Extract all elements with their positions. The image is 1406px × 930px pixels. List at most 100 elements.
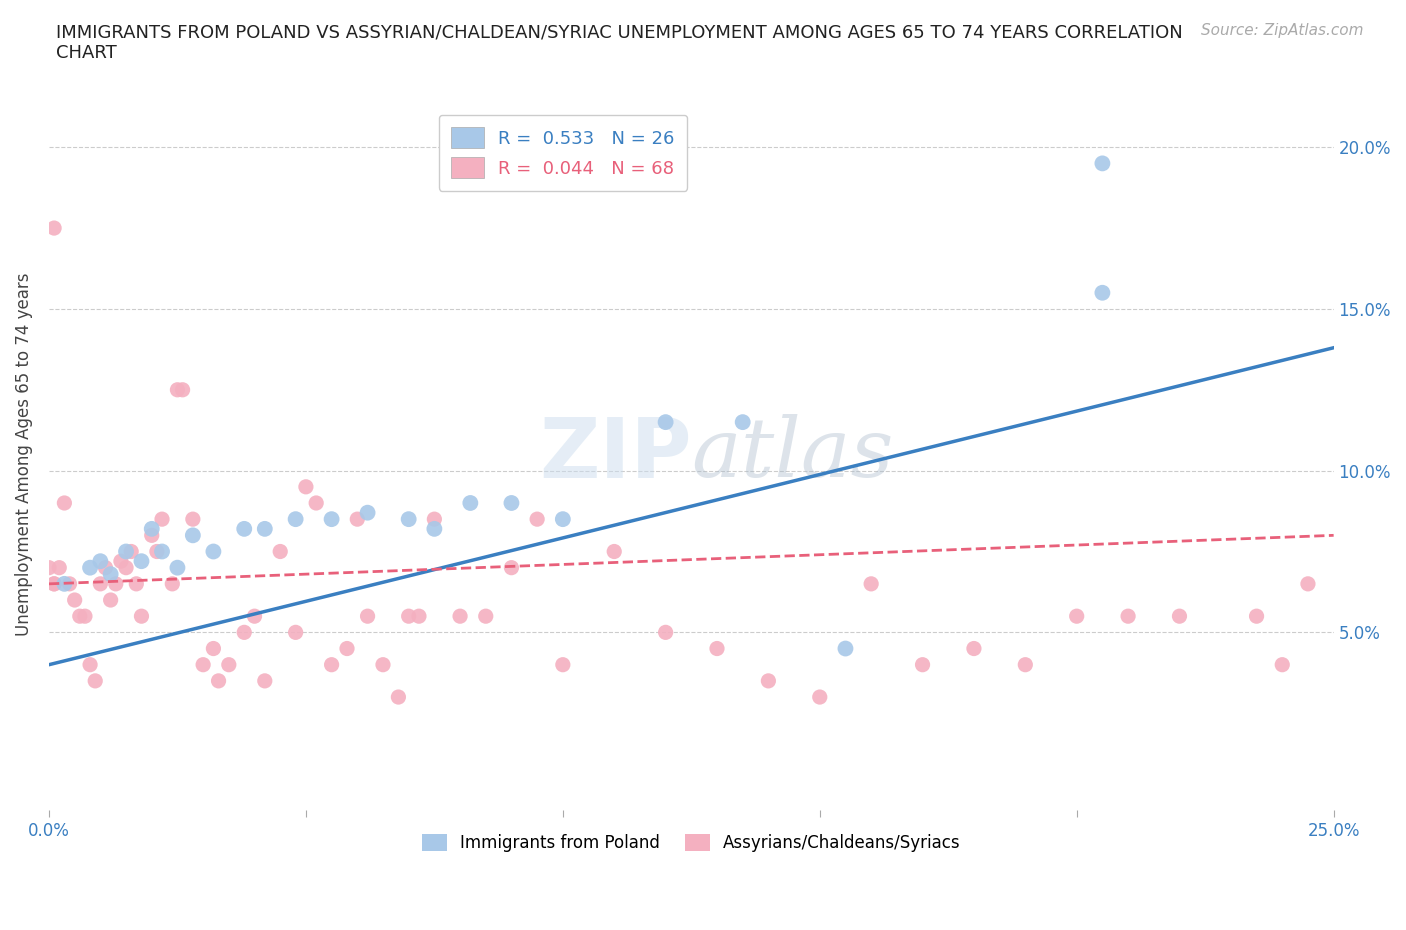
Point	[166, 560, 188, 575]
Point	[423, 512, 446, 526]
Point	[120, 544, 142, 559]
Point	[408, 609, 430, 624]
Point	[243, 609, 266, 624]
Point	[398, 609, 420, 624]
Point	[110, 553, 132, 568]
Point	[141, 522, 163, 537]
Point	[387, 690, 409, 705]
Text: Source: ZipAtlas.com: Source: ZipAtlas.com	[1201, 23, 1364, 38]
Point	[218, 658, 240, 672]
Point	[654, 625, 676, 640]
Point	[356, 505, 378, 520]
Point	[104, 577, 127, 591]
Point	[284, 625, 307, 640]
Point	[911, 658, 934, 672]
Y-axis label: Unemployment Among Ages 65 to 74 years: Unemployment Among Ages 65 to 74 years	[15, 272, 32, 636]
Point	[295, 479, 318, 494]
Point	[501, 560, 523, 575]
Point	[48, 560, 70, 575]
Point	[460, 496, 482, 511]
Point	[253, 522, 276, 537]
Point	[38, 560, 60, 575]
Point	[58, 577, 80, 591]
Point	[336, 641, 359, 656]
Point	[181, 528, 204, 543]
Point	[131, 609, 153, 624]
Point	[202, 544, 225, 559]
Text: IMMIGRANTS FROM POLAND VS ASSYRIAN/CHALDEAN/SYRIAC UNEMPLOYMENT AMONG AGES 65 TO: IMMIGRANTS FROM POLAND VS ASSYRIAN/CHALD…	[56, 23, 1182, 62]
Point	[115, 560, 138, 575]
Point	[233, 522, 256, 537]
Point	[141, 528, 163, 543]
Point	[42, 220, 65, 235]
Point	[860, 577, 883, 591]
Point	[398, 512, 420, 526]
Point	[834, 641, 856, 656]
Point	[166, 382, 188, 397]
Point	[603, 544, 626, 559]
Point	[551, 658, 574, 672]
Point	[758, 673, 780, 688]
Legend: Immigrants from Poland, Assyrians/Chaldeans/Syriacs: Immigrants from Poland, Assyrians/Chalde…	[415, 828, 967, 858]
Point	[1116, 609, 1139, 624]
Point	[1296, 577, 1319, 591]
Point	[321, 658, 343, 672]
Point	[150, 512, 173, 526]
Point	[84, 673, 107, 688]
Point	[53, 577, 76, 591]
Point	[42, 577, 65, 591]
Point	[449, 609, 471, 624]
Point	[207, 673, 229, 688]
Point	[305, 496, 328, 511]
Point	[233, 625, 256, 640]
Point	[94, 560, 117, 575]
Point	[100, 566, 122, 581]
Point	[356, 609, 378, 624]
Point	[706, 641, 728, 656]
Point	[963, 641, 986, 656]
Point	[162, 577, 184, 591]
Point	[79, 658, 101, 672]
Text: atlas: atlas	[692, 415, 894, 495]
Point	[131, 553, 153, 568]
Point	[63, 592, 86, 607]
Point	[181, 512, 204, 526]
Point	[284, 512, 307, 526]
Point	[172, 382, 194, 397]
Point	[1168, 609, 1191, 624]
Point	[115, 544, 138, 559]
Point	[125, 577, 148, 591]
Point	[808, 690, 831, 705]
Point	[89, 553, 111, 568]
Point	[526, 512, 548, 526]
Point	[551, 512, 574, 526]
Point	[1246, 609, 1268, 624]
Point	[731, 415, 754, 430]
Point	[371, 658, 394, 672]
Point	[69, 609, 91, 624]
Point	[73, 609, 96, 624]
Point	[269, 544, 291, 559]
Point	[42, 577, 65, 591]
Point	[1091, 286, 1114, 300]
Point	[202, 641, 225, 656]
Point	[53, 496, 76, 511]
Point	[321, 512, 343, 526]
Point	[474, 609, 496, 624]
Point	[79, 560, 101, 575]
Point	[1091, 156, 1114, 171]
Point	[1014, 658, 1036, 672]
Point	[423, 522, 446, 537]
Point	[346, 512, 368, 526]
Point	[146, 544, 169, 559]
Point	[501, 496, 523, 511]
Point	[150, 544, 173, 559]
Point	[1271, 658, 1294, 672]
Point	[100, 592, 122, 607]
Point	[1066, 609, 1088, 624]
Point	[191, 658, 214, 672]
Point	[654, 415, 676, 430]
Point	[253, 673, 276, 688]
Point	[89, 577, 111, 591]
Text: ZIP: ZIP	[538, 414, 692, 495]
